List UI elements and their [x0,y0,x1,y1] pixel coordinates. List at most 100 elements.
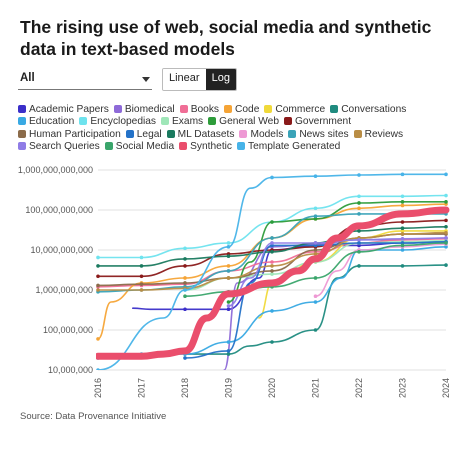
legend-swatch [18,117,26,126]
data-point-human-participation [96,283,100,288]
legend-swatch [104,141,113,150]
legend-label: News sites [299,128,349,140]
y-tick-label: 10,000,000,000 [30,245,93,255]
legend-label: Conversations [341,104,407,115]
source-note: Source: Data Provenance Initiative [20,411,167,422]
legend-item[interactable]: Education [18,116,74,128]
data-point-conversations [270,340,274,344]
log-scale-button[interactable]: Log [205,69,236,90]
data-point-social-media [357,250,361,254]
data-point-general-web [357,201,361,205]
data-point-government [96,274,100,279]
legend-label: Commerce [275,104,326,115]
category-dropdown[interactable]: All [18,69,152,90]
legend-label: General Web [219,116,279,128]
data-point-search-queries [357,237,361,242]
legend-swatch [208,117,217,126]
data-point-ml-datasets [270,250,274,254]
data-point-conversations [226,352,231,356]
chart-title: The rising use of web, social media and … [20,17,432,59]
data-point-human-participation [313,248,318,252]
data-point-search-queries [444,236,448,240]
data-point-search-queries [226,304,231,308]
x-tick-label: 2023 [398,378,408,398]
data-point-legal [270,243,274,248]
legend-swatch [18,141,26,150]
legend-item[interactable]: News sites [288,128,349,141]
data-point-template-generated [400,172,405,177]
legend-label: Models [250,128,284,140]
legend-label: Legal [136,128,162,140]
legend-swatch [224,105,233,113]
data-point-human-participation [270,269,274,273]
legend-swatch [264,105,273,113]
data-point-human-participation [183,281,187,285]
legend-item[interactable]: Synthetic [179,141,232,153]
legend-item[interactable]: Models [239,129,283,141]
legend-label: Books [190,104,220,115]
data-point-search-queries [313,241,318,245]
legend: Academic Papers Biomedical Books Code Commer… [18,104,458,153]
data-point-template-generated [96,368,100,370]
legend-label: Human Participation [29,128,121,140]
chevron-down-icon [142,77,150,82]
legend-item[interactable]: Template Generated [237,141,340,153]
legend-item[interactable]: Government [284,116,351,128]
legend-item[interactable]: Human Participation [18,129,121,141]
data-point-academic-papers [183,307,187,312]
legend-item[interactable]: Exams [161,116,203,128]
data-point-template-generated [357,173,361,177]
legend-swatch [18,105,26,113]
legend-swatch [161,117,170,126]
legend-item[interactable]: Social Media [104,141,174,153]
data-point-models [313,294,318,298]
data-point-encyclopedias [400,194,405,199]
linear-scale-button[interactable]: Linear [163,69,206,90]
data-point-template-generated [183,288,187,292]
data-point-search-queries [270,241,274,245]
data-point-search-queries [400,237,405,241]
data-point-government [400,220,405,224]
legend-item[interactable]: Books [179,104,220,116]
legend-item[interactable]: Biomedical [113,104,175,116]
legend-item[interactable]: Encyclopedias [79,116,156,128]
data-point-general-web [444,200,448,204]
data-point-legal [357,241,361,245]
scale-toggle[interactable]: Linear Log [162,68,237,91]
legend-label: Government [295,116,352,128]
legend-item[interactable]: Conversations [330,104,406,116]
legend-swatch [353,129,362,138]
data-point-news-sites [313,214,318,218]
legend-item[interactable]: ML Datasets [166,129,234,141]
legend-item[interactable]: Academic Papers [18,104,109,116]
series-line-academic-papers [132,241,447,311]
legend-item[interactable]: Legal [125,128,162,141]
legend-item[interactable]: General Web [208,116,279,128]
data-point-encyclopedias [139,255,144,260]
legend-item[interactable]: Code [224,104,259,116]
legend-swatch [179,105,188,113]
data-point-news-sites [270,236,274,240]
data-point-education [313,300,318,304]
data-point-reviews [226,276,231,280]
y-tick-label: 100,000,000,000 [25,205,93,215]
data-point-ml-datasets [226,254,231,258]
data-point-encyclopedias [183,246,187,251]
series-line-biomedical [223,237,447,370]
data-point-reviews [313,252,318,256]
data-point-general-web [313,217,318,221]
legend-swatch [237,141,246,150]
legend-label: Exams [172,116,204,128]
data-point-code [183,276,187,280]
legend-swatch [284,117,292,126]
legend-swatch [113,105,122,113]
legend-item[interactable]: Reviews [353,129,403,141]
data-point-commerce [400,229,405,233]
legend-item[interactable]: Search Queries [18,141,100,153]
x-tick-label: 2024 [441,378,451,398]
y-tick-label: 100,000,000 [43,325,93,335]
data-point-reviews [96,288,100,292]
data-point-academic-papers [226,307,231,312]
data-point-conversations [444,263,448,267]
legend-item[interactable]: Commerce [264,104,325,116]
